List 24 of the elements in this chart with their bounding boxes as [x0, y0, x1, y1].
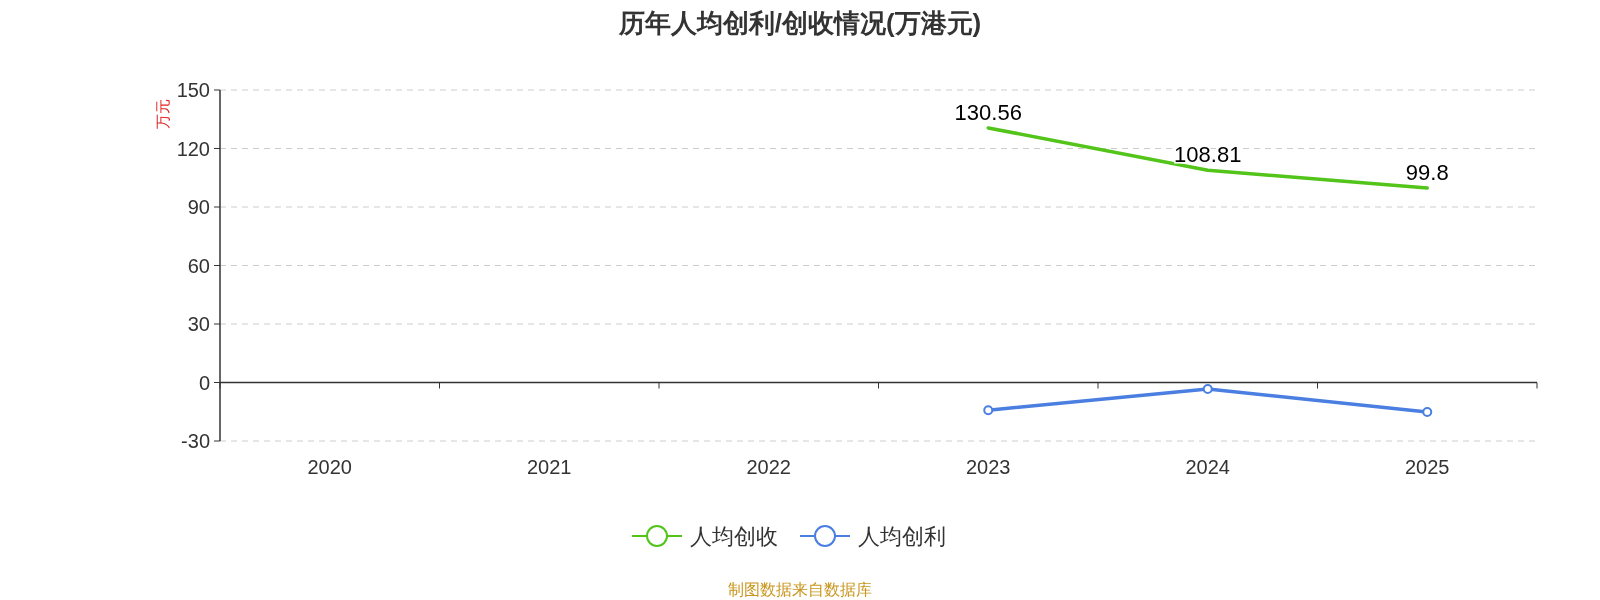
x-tick-label: 2025 [1405, 456, 1450, 478]
text: 制图数据来自数据库 [728, 581, 872, 598]
x-tick-label: 2020 [307, 456, 352, 478]
y-axis-title: 万元 [154, 99, 171, 129]
point [983, 405, 994, 416]
legend-label: 人均创利 [858, 524, 946, 549]
y-tick-label: -30 [181, 430, 210, 452]
point [1202, 383, 1213, 394]
chart-title: 历年人均创利/创收情况(万港元) [617, 8, 982, 38]
data-label: 99.8 [1405, 159, 1449, 185]
legend-label: 人均创收 [690, 524, 778, 549]
y-tick-label: 0 [198, 371, 210, 394]
y-tick-label: 60 [187, 254, 210, 277]
y-tick-label: 90 [187, 196, 210, 218]
x-tick-label: 2021 [527, 456, 572, 478]
y-tick-label: 30 [187, 313, 210, 335]
point [1422, 406, 1433, 417]
data-label: 130.56 [954, 99, 1022, 125]
x-tick-label: 2023 [966, 456, 1011, 478]
x-tick-label: 2024 [1185, 456, 1230, 478]
x-tick-label: 2022 [746, 456, 791, 478]
y-tick-label: 150 [176, 79, 210, 101]
data-label: 108.81 [1174, 142, 1242, 168]
y-tick-label: 120 [176, 137, 210, 160]
